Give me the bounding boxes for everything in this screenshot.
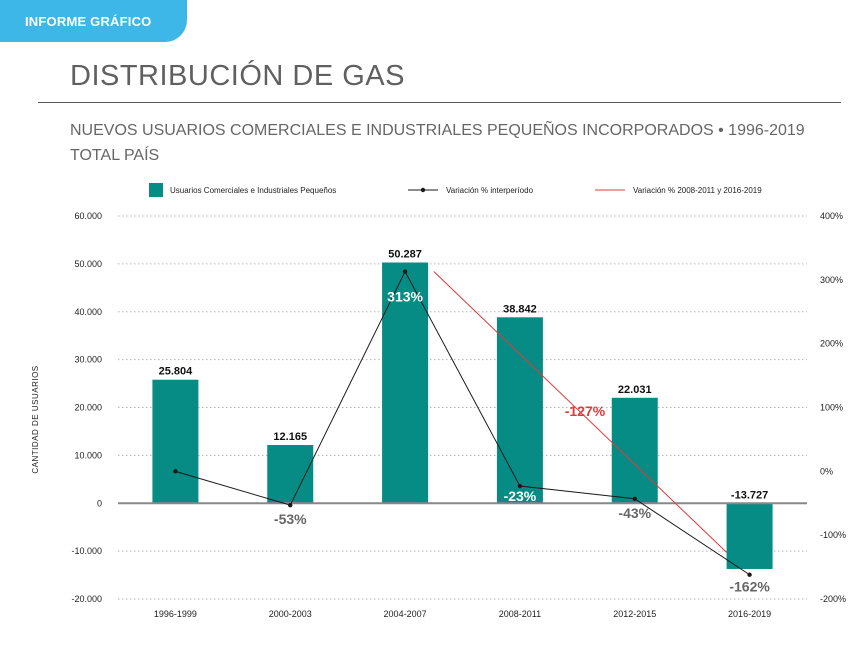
- x-tick-label: 2016-2019: [728, 609, 771, 619]
- bar: [267, 445, 314, 504]
- y-tick-label: 0: [97, 498, 102, 508]
- chart-subtitle: NUEVOS USUARIOS COMERCIALES E INDUSTRIAL…: [70, 122, 805, 164]
- variation-point: [517, 483, 523, 489]
- y-axis-label: CANTIDAD DE USUARIOS: [31, 365, 40, 473]
- y2-tick-label: 200%: [820, 339, 843, 349]
- bar-value-label: 38.842: [503, 303, 537, 315]
- variation-point: [402, 269, 408, 274]
- y2-tick-label: -100%: [820, 530, 846, 540]
- bar-value-label: -13.727: [731, 489, 768, 501]
- legend-variation-marker: [420, 187, 426, 193]
- bar: [611, 397, 658, 504]
- y-tick-label: -20.000: [71, 594, 102, 604]
- y2-tick-label: 0%: [820, 466, 833, 476]
- legend-trend-label: Variación % 2008-2011 y 2016-2019: [633, 186, 762, 195]
- variation-point: [747, 572, 752, 577]
- x-tick-label: 2000-2003: [269, 609, 312, 619]
- variation-point: [632, 496, 637, 501]
- title-divider: [38, 102, 841, 103]
- x-tick-label: 2008-2011: [499, 609, 541, 619]
- y2-tick-label: -200%: [820, 594, 846, 604]
- variation-label: 313%: [387, 289, 423, 305]
- trend-label: -127%: [565, 403, 606, 419]
- y-tick-label: 30.000: [74, 355, 102, 365]
- trend-line: [433, 271, 727, 553]
- bar: [726, 503, 773, 569]
- y2-tick-label: 400%: [820, 211, 843, 221]
- y2-tick-label: 100%: [820, 403, 843, 413]
- bar-value-label: 12.165: [273, 431, 307, 443]
- variation-label: -53%: [274, 511, 307, 527]
- bar: [496, 317, 543, 504]
- y-tick-label: 60.000: [74, 211, 102, 221]
- x-tick-label: 2012-2015: [613, 609, 656, 619]
- y-tick-label: 40.000: [74, 307, 102, 317]
- bar-value-label: 22.031: [618, 384, 652, 396]
- y-tick-label: 50.000: [74, 259, 102, 269]
- legend-variation-label: Variación % interperíodo: [446, 186, 534, 195]
- legend-bar-swatch: [149, 183, 163, 197]
- bar: [152, 379, 199, 504]
- legend-bar-label: Usuarios Comerciales e Industriales Pequ…: [170, 186, 336, 195]
- y-tick-label: 10.000: [74, 450, 102, 460]
- bar-value-label: 50.287: [388, 249, 422, 261]
- y-tick-label: 20.000: [74, 403, 102, 413]
- y2-tick-label: 300%: [820, 275, 843, 285]
- variation-label: -162%: [729, 579, 770, 595]
- variation-point: [288, 502, 293, 508]
- header-tab: INFORME GRÁFICO: [0, 0, 187, 42]
- bar-value-label: 25.804: [159, 366, 194, 378]
- variation-label: -23%: [504, 488, 537, 504]
- y-tick-label: -10.000: [71, 546, 102, 556]
- x-tick-label: 2004-2007: [384, 609, 427, 619]
- variation-label: -43%: [618, 505, 651, 521]
- variation-line: [175, 270, 750, 576]
- variation-point: [173, 469, 178, 474]
- tab-label: INFORME GRÁFICO: [25, 14, 152, 29]
- x-tick-label: 1996-1999: [154, 609, 197, 619]
- page-title: DISTRIBUCIÓN DE GAS: [70, 60, 405, 92]
